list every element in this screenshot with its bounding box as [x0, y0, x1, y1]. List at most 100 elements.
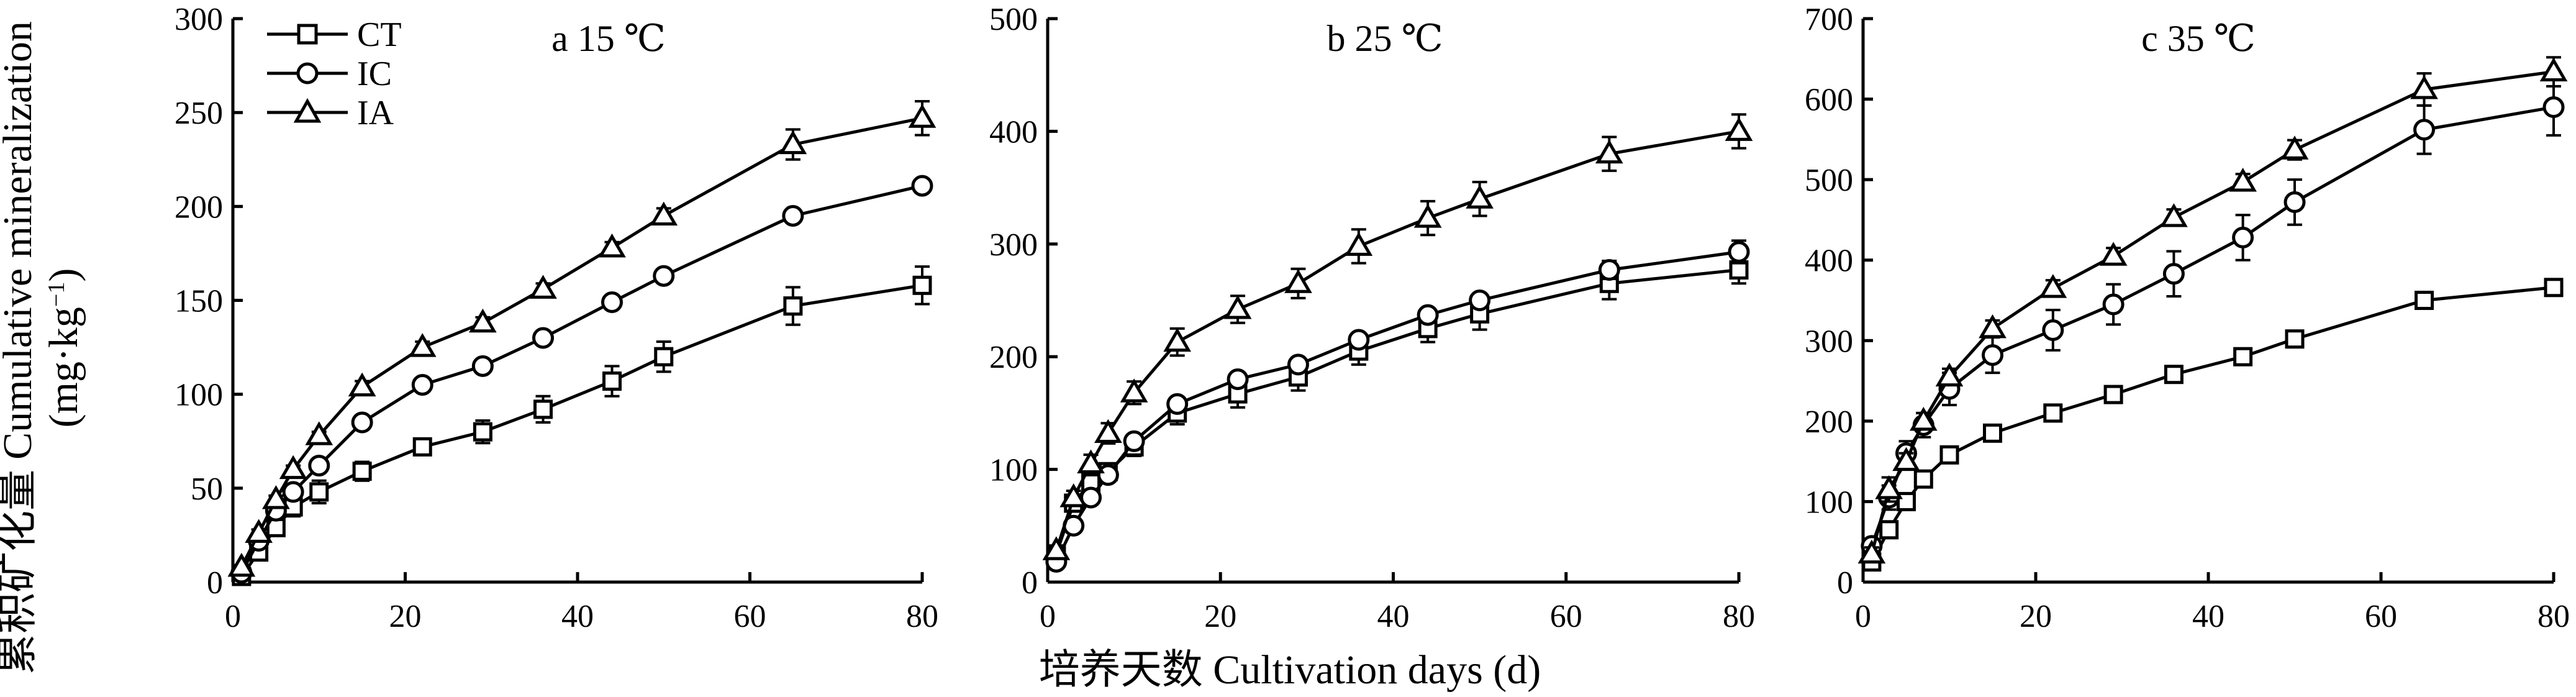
point-triangle [1909, 406, 1938, 431]
y-tick-label: 500 [989, 2, 1038, 37]
series-ct [1862, 278, 2564, 572]
point-circle [1348, 329, 1370, 351]
point-triangle [279, 455, 307, 480]
legend-marker-square-icon [297, 24, 318, 45]
point-circle [2042, 319, 2064, 341]
series-ic [1045, 239, 1750, 573]
y-tick-label: 300 [175, 2, 223, 37]
x-tick-label: 20 [2020, 599, 2052, 634]
legend-label-ct: CT [357, 16, 402, 54]
y-tick-label: 400 [989, 114, 1038, 150]
y-axis-unit-close: ) [41, 268, 86, 282]
y-tick-label: 100 [175, 378, 223, 413]
point-circle [351, 411, 373, 434]
series-ct [232, 265, 932, 586]
y-axis-label-cn: 累积矿化量 [0, 470, 40, 675]
series-ic [230, 175, 933, 584]
x-tick-label: 20 [1204, 599, 1236, 634]
legend-marker-triangle-icon [293, 98, 322, 123]
point-triangle [2539, 57, 2568, 82]
y-tick-label: 500 [1805, 163, 1853, 198]
point-square [2285, 329, 2305, 349]
point-circle [2162, 263, 2185, 285]
y-tick-label: 700 [1805, 2, 1853, 37]
x-tick-label: 0 [1855, 599, 1871, 634]
point-square [2415, 291, 2434, 310]
y-tick-label: 100 [989, 453, 1038, 488]
legend: CT IC IA [267, 16, 402, 132]
point-triangle [2229, 168, 2257, 192]
point-square [352, 462, 372, 481]
series-line [1054, 268, 1739, 555]
point-square [2233, 347, 2253, 367]
point-circle [1227, 368, 1249, 390]
y-axis-label: 累积矿化量 Cumulative mineralization (mg·kg−1) [0, 21, 86, 675]
y-tick-label: 100 [1805, 485, 1853, 520]
point-triangle [245, 519, 273, 543]
y-tick-label: 150 [175, 284, 223, 319]
x-tick-label: 40 [1377, 599, 1410, 634]
series-ic [1861, 78, 2565, 557]
point-square [1879, 520, 1899, 540]
point-triangle [305, 421, 333, 445]
y-tick-label: 50 [191, 472, 223, 507]
series-line [1054, 250, 1739, 563]
point-circle [1982, 344, 2003, 367]
x-tick-label: 80 [906, 599, 938, 634]
series-line [240, 283, 923, 578]
series-ia [1857, 56, 2568, 564]
point-triangle [227, 552, 256, 577]
point-square [1983, 423, 2002, 443]
x-tick-label: 80 [2537, 599, 2570, 634]
point-square [2164, 365, 2184, 385]
point-square [2544, 278, 2564, 298]
point-circle [1287, 353, 1309, 376]
panel-a: 0 50 100 150 200 250 300 0 20 40 60 80 a 15 ℃ [175, 2, 938, 634]
y-tick-label: 0 [1022, 565, 1038, 601]
point-square [602, 371, 622, 391]
panel-c: 0 100 200 300 400 500 600 700 0 20 40 60 80 c 35 ℃ [1805, 2, 2570, 634]
point-triangle [348, 372, 376, 397]
point-triangle [2280, 135, 2309, 160]
point-triangle [1120, 378, 1148, 403]
point-triangle [1857, 539, 1886, 564]
y-tick-label: 300 [1805, 324, 1853, 359]
point-triangle [1094, 419, 1122, 444]
point-circle [2232, 226, 2254, 248]
point-triangle [2160, 203, 2188, 227]
legend-entry-ct: CT [267, 16, 402, 54]
point-triangle [1345, 232, 1373, 256]
point-circle [471, 355, 494, 377]
point-triangle [1875, 475, 1903, 499]
point-circle [2413, 119, 2435, 141]
point-triangle [529, 275, 557, 299]
point-square [309, 482, 329, 502]
y-tick-label: 400 [1805, 244, 1853, 279]
point-triangle [1413, 204, 1442, 228]
point-triangle [908, 104, 937, 128]
series-line [240, 184, 923, 574]
series-line [240, 116, 923, 568]
svg-text:累积矿化量Cumulative mineralization: 累积矿化量 Cumulative mineralization [0, 21, 40, 675]
point-triangle [1042, 536, 1071, 560]
point-circle [411, 374, 433, 396]
point-circle [282, 481, 304, 503]
legend-label-ia: IA [357, 94, 394, 132]
point-triangle [1284, 269, 1312, 293]
point-triangle [1935, 362, 1964, 387]
x-tick-label: 60 [734, 599, 766, 634]
x-tick-label: 20 [389, 599, 422, 634]
point-circle [782, 204, 804, 227]
x-tick-label: 60 [2365, 599, 2397, 634]
y-tick-label: 200 [175, 189, 223, 225]
y-tick-label: 250 [175, 96, 223, 131]
point-triangle [1725, 117, 1753, 141]
series-line [1054, 129, 1739, 551]
point-circle [1417, 304, 1439, 326]
legend-entry-ia: IA [267, 94, 394, 132]
point-circle [1166, 393, 1189, 415]
series-ia [1042, 113, 1753, 560]
point-triangle [1059, 483, 1088, 508]
